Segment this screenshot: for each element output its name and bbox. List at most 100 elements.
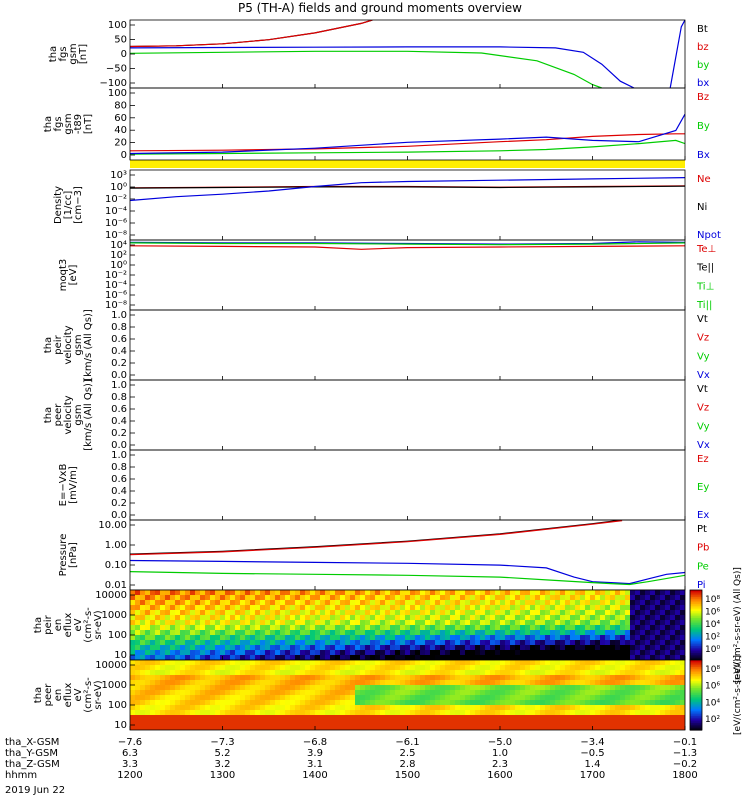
spectrogram-cell bbox=[370, 705, 376, 711]
spectrogram-cell bbox=[340, 625, 346, 631]
spectrogram-cell bbox=[455, 620, 461, 626]
spectrogram-cell bbox=[235, 595, 241, 601]
colorbar-label: [eV/(cm²-s-sr-eV)] bbox=[733, 655, 743, 735]
spectrogram-cell bbox=[465, 720, 471, 726]
spectrogram-cell bbox=[310, 625, 316, 631]
spectrogram-cell bbox=[295, 690, 301, 696]
spectrogram-cell bbox=[430, 640, 436, 646]
spectrogram-cell bbox=[215, 620, 221, 626]
spectrogram-cell bbox=[680, 645, 685, 651]
spectrogram-cell bbox=[250, 650, 256, 656]
spectrogram-cell bbox=[485, 720, 491, 726]
y-tick-label: 1.00 bbox=[105, 540, 127, 551]
spectrogram-cell bbox=[335, 595, 341, 601]
spectrogram-cell bbox=[550, 635, 556, 641]
spectrogram-cell bbox=[500, 640, 506, 646]
spectrogram-cell bbox=[420, 610, 426, 616]
spectrogram-cell bbox=[280, 700, 286, 706]
spectrogram-cell bbox=[325, 680, 331, 686]
spectrogram-cell bbox=[315, 665, 321, 671]
panel-frame bbox=[129, 87, 686, 161]
spectrogram-cell bbox=[535, 725, 541, 730]
spectrogram-cell bbox=[410, 635, 416, 641]
spectrogram-cell bbox=[200, 600, 206, 606]
spectrogram-cell bbox=[515, 590, 521, 596]
spectrogram-cell bbox=[500, 600, 506, 606]
spectrogram-cell bbox=[370, 605, 376, 611]
spectrogram-cell bbox=[660, 720, 666, 726]
spectrogram-cell bbox=[595, 655, 601, 660]
spectrogram-cell bbox=[655, 725, 661, 730]
spectrogram-cell bbox=[165, 650, 171, 656]
spectrogram-cell bbox=[285, 660, 291, 666]
spectrogram-cell bbox=[455, 645, 461, 651]
spectrogram-cell bbox=[420, 655, 426, 660]
spectrogram-cell bbox=[280, 685, 286, 691]
spectrogram-cell bbox=[620, 590, 626, 596]
spectrogram-cell bbox=[400, 715, 406, 721]
y-axis-label: velocity bbox=[63, 325, 74, 364]
x-axis-value: 2.8 bbox=[400, 759, 416, 770]
spectrogram-cell bbox=[320, 655, 326, 660]
spectrogram-cell bbox=[610, 725, 616, 730]
spectrogram-cell bbox=[425, 725, 431, 730]
spectrogram-cell bbox=[525, 670, 531, 676]
spectrogram-cell bbox=[150, 655, 156, 660]
spectrogram-cell bbox=[670, 600, 676, 606]
spectrogram-cell bbox=[265, 690, 271, 696]
spectrogram-cell bbox=[190, 710, 196, 716]
spectrogram-cell bbox=[180, 615, 186, 621]
spectrogram-cell bbox=[625, 590, 631, 596]
spectrogram-cell bbox=[520, 605, 526, 611]
spectrogram-cell bbox=[425, 660, 431, 666]
spectrogram-cell bbox=[305, 680, 311, 686]
spectrogram-cell bbox=[195, 600, 201, 606]
spectrogram-cell bbox=[265, 625, 271, 631]
spectrogram-cell bbox=[645, 635, 651, 641]
spectrogram-cell bbox=[355, 680, 361, 686]
spectrogram-cell bbox=[550, 605, 556, 611]
spectrogram-cell bbox=[510, 630, 516, 636]
spectrogram-cell bbox=[420, 695, 426, 701]
spectrogram-cell bbox=[340, 700, 346, 706]
spectrogram-cell bbox=[345, 680, 351, 686]
spectrogram-cell bbox=[455, 625, 461, 631]
spectrogram-cell bbox=[220, 620, 226, 626]
spectrogram-cell bbox=[435, 695, 441, 701]
spectrogram-cell bbox=[525, 590, 531, 596]
spectrogram-cell bbox=[170, 690, 176, 696]
spectrogram-cell bbox=[285, 695, 291, 701]
spectrogram-cell bbox=[155, 645, 161, 651]
y-tick-label: 10⁻⁶ bbox=[105, 218, 127, 229]
x-axis-value: 1700 bbox=[580, 770, 605, 781]
spectrogram-cell bbox=[675, 725, 681, 730]
y-axis-label: en bbox=[53, 619, 64, 632]
y-tick-label: 10000 bbox=[95, 660, 127, 671]
spectrogram-cell bbox=[545, 680, 551, 686]
spectrogram-cell bbox=[610, 670, 616, 676]
spectrogram-cell bbox=[340, 635, 346, 641]
spectrogram-cell bbox=[440, 715, 446, 721]
spectrogram-cell bbox=[460, 655, 466, 660]
spectrogram-cell bbox=[180, 710, 186, 716]
spectrogram-cell bbox=[450, 645, 456, 651]
spectrogram-cell bbox=[600, 700, 606, 706]
spectrogram-cell bbox=[665, 600, 671, 606]
spectrogram-cell bbox=[290, 710, 296, 716]
spectrogram-cell bbox=[230, 630, 236, 636]
spectrogram-cell bbox=[305, 590, 311, 596]
spectrogram-cell bbox=[155, 725, 161, 730]
spectrogram-cell bbox=[580, 660, 586, 666]
spectrogram-cell bbox=[520, 720, 526, 726]
spectrogram-cell bbox=[430, 645, 436, 651]
spectrogram-cell bbox=[315, 635, 321, 641]
spectrogram-cell bbox=[130, 665, 136, 671]
spectrogram-cell bbox=[305, 675, 311, 681]
spectrogram-cell bbox=[470, 655, 476, 660]
spectrogram-cell bbox=[200, 625, 206, 631]
spectrogram-cell bbox=[620, 615, 626, 621]
spectrogram-cell bbox=[275, 725, 281, 730]
spectrogram-cell bbox=[310, 665, 316, 671]
spectrogram-cell bbox=[525, 710, 531, 716]
spectrogram-cell bbox=[350, 705, 356, 711]
